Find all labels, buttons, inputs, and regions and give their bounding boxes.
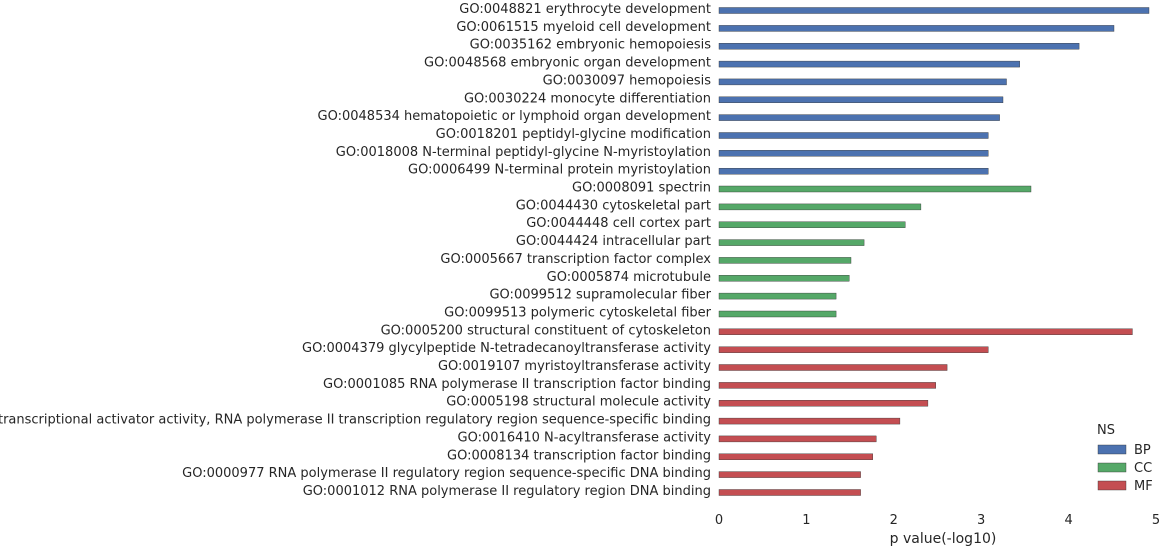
category-labels: GO:0048821 erythrocyte development GO:006… <box>0 2 712 499</box>
legend: NS BP CC MF <box>1097 423 1153 494</box>
bar-cc <box>718 203 922 211</box>
bar-bp <box>718 150 989 157</box>
bar-bp <box>718 78 1007 86</box>
bar-mf <box>718 417 901 425</box>
bar-mf <box>718 364 948 371</box>
legend-swatch-mf <box>1097 480 1127 491</box>
bar-bp <box>718 25 1115 32</box>
x-tick-label: 3 <box>977 513 985 528</box>
bar-bp <box>718 7 1150 14</box>
legend-label-cc: CC <box>1134 461 1152 476</box>
category-label: GO:0019107 myristoyltransferase activity <box>438 359 711 374</box>
category-label: GO:0048568 embryonic organ development <box>424 56 711 71</box>
bar-cc <box>718 185 1032 193</box>
category-label: GO:0005200 structural constituent of cyt… <box>381 323 711 338</box>
bar-cc <box>718 239 865 246</box>
category-label: GO:0008091 spectrin <box>572 181 711 196</box>
legend-label-bp: BP <box>1134 443 1151 458</box>
x-axis-label: p value(-log10) <box>890 531 997 547</box>
bar-mf <box>718 382 937 389</box>
legend-label-mf: MF <box>1134 479 1153 494</box>
category-label: GO:0048534 hematopoietic or lymphoid org… <box>318 109 711 124</box>
category-label: GO:0018008 N-terminal peptidyl-glycine N… <box>336 145 711 160</box>
category-label: GO:0044430 cytoskeletal part <box>516 198 711 213</box>
category-label: GO:0001012 RNA polymerase II regulatory … <box>303 484 711 499</box>
category-label: GO:0030097 hemopoiesis <box>543 73 712 88</box>
category-label: GO:0005198 structural molecule activity <box>446 395 711 410</box>
category-label: GO:0018201 peptidyl-glycine modification <box>436 127 711 142</box>
bar-cc <box>718 221 906 228</box>
x-tick-label: 5 <box>1152 513 1160 528</box>
bar-bp <box>718 132 989 139</box>
bar-cc <box>718 257 852 264</box>
bars-layer <box>718 7 1150 496</box>
category-label: GO:0001085 RNA polymerase II transcripti… <box>323 377 711 392</box>
category-label: GO:0000977 RNA polymerase II regulatory … <box>182 466 711 481</box>
legend-title: NS <box>1097 423 1115 438</box>
bar-bp <box>718 96 1004 104</box>
bar-bp <box>718 60 1020 68</box>
x-tick-label: 0 <box>715 513 723 528</box>
category-label: GO:0005667 transcription factor complex <box>440 252 711 267</box>
x-tick-label: 2 <box>890 513 898 528</box>
category-label: GO:0099512 supramolecular fiber <box>489 288 711 303</box>
legend-swatch-bp <box>1097 444 1127 455</box>
x-axis-ticks: 0 1 2 3 4 5 <box>715 513 1160 528</box>
bar-cc <box>718 310 837 318</box>
bar-bp <box>718 114 1000 121</box>
category-label: GO:0061515 myeloid cell development <box>456 20 711 35</box>
category-label: GO:0001228 transcriptional activator act… <box>0 413 711 428</box>
category-label: GO:0099513 polymeric cytoskeletal fiber <box>444 306 711 321</box>
category-label: GO:0004379 glycylpeptide N-tetradecanoyl… <box>302 341 711 356</box>
category-label: GO:0035162 embryonic hemopoiesis <box>470 38 712 53</box>
category-label: GO:0006499 N-terminal protein myristoyla… <box>408 163 711 178</box>
bar-mf <box>718 328 1133 335</box>
category-label: GO:0030224 monocyte differentiation <box>464 91 711 106</box>
bar-mf <box>718 453 874 460</box>
bar-mf <box>718 346 989 353</box>
category-label: GO:0016410 N-acyltransferase activity <box>458 430 712 445</box>
category-label: GO:0005874 microtubule <box>547 270 711 285</box>
bar-mf <box>718 489 861 496</box>
bar-mf <box>718 471 861 478</box>
bar-cc <box>718 275 850 282</box>
legend-swatch-cc <box>1097 462 1127 473</box>
bar-mf <box>718 400 929 407</box>
category-label: GO:0008134 transcription factor binding <box>447 448 711 463</box>
category-label: GO:0048821 erythrocyte development <box>459 2 711 17</box>
bar-bp <box>718 167 989 175</box>
x-tick-label: 4 <box>1064 513 1072 528</box>
category-label: GO:0044424 intracellular part <box>516 234 711 249</box>
bar-cc <box>718 292 837 300</box>
x-tick-label: 1 <box>802 513 810 528</box>
bar-mf <box>718 435 877 443</box>
category-label: GO:0044448 cell cortex part <box>526 216 711 231</box>
bar-bp <box>718 43 1080 50</box>
